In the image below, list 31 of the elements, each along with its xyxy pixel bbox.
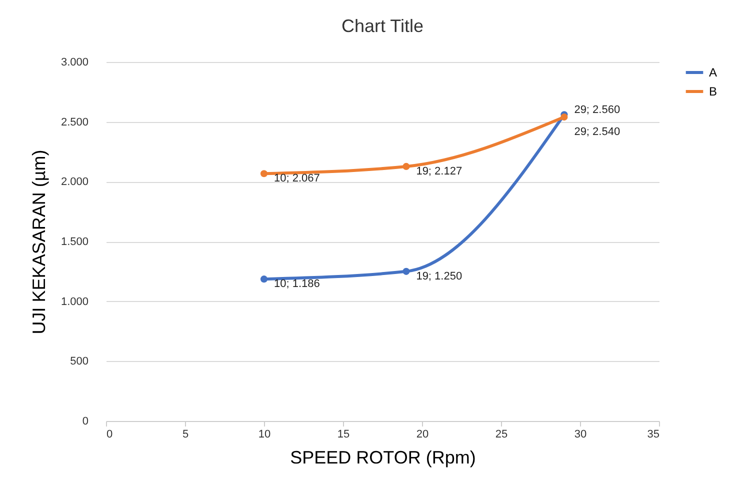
y-tick-label: 500 <box>70 356 88 368</box>
point <box>402 268 410 275</box>
data-label: 10; 1.186 <box>274 278 320 290</box>
legend-label: A <box>709 66 718 80</box>
y-tick-label: 0 <box>82 416 88 428</box>
x-tick-label: 15 <box>337 428 350 440</box>
point <box>260 276 268 283</box>
y-tick-label: 1.000 <box>60 296 88 308</box>
y-tick-label: 1.500 <box>60 236 88 248</box>
point <box>560 114 568 121</box>
x-tick-label: 30 <box>574 428 587 440</box>
x-tick-label: 10 <box>258 428 271 440</box>
x-tick-label: 25 <box>495 428 508 440</box>
x-tick-label: 20 <box>416 428 429 440</box>
x-tick-label: 0 <box>106 428 113 440</box>
y-axis-title: UJI KEKASARAN (µm) <box>28 150 49 334</box>
data-label: 19; 2.127 <box>416 165 462 178</box>
data-label: 10; 2.067 <box>274 172 320 185</box>
x-tick-label: 35 <box>647 428 660 440</box>
legend-label: B <box>709 84 718 98</box>
y-tick-label: 2.000 <box>60 176 88 188</box>
x-tick-label: 5 <box>182 428 189 440</box>
chart-title: Chart Title <box>341 16 424 36</box>
point <box>260 170 268 178</box>
y-tick-label: 2.500 <box>60 116 88 128</box>
x-axis-title: SPEED ROTOR (Rpm) <box>290 448 476 468</box>
data-label: 29; 2.560 <box>574 104 620 116</box>
data-label: 29; 2.540 <box>574 126 620 138</box>
point <box>402 162 410 170</box>
y-tick-label: 3.000 <box>60 56 88 68</box>
data-label: 19; 1.250 <box>416 270 462 282</box>
